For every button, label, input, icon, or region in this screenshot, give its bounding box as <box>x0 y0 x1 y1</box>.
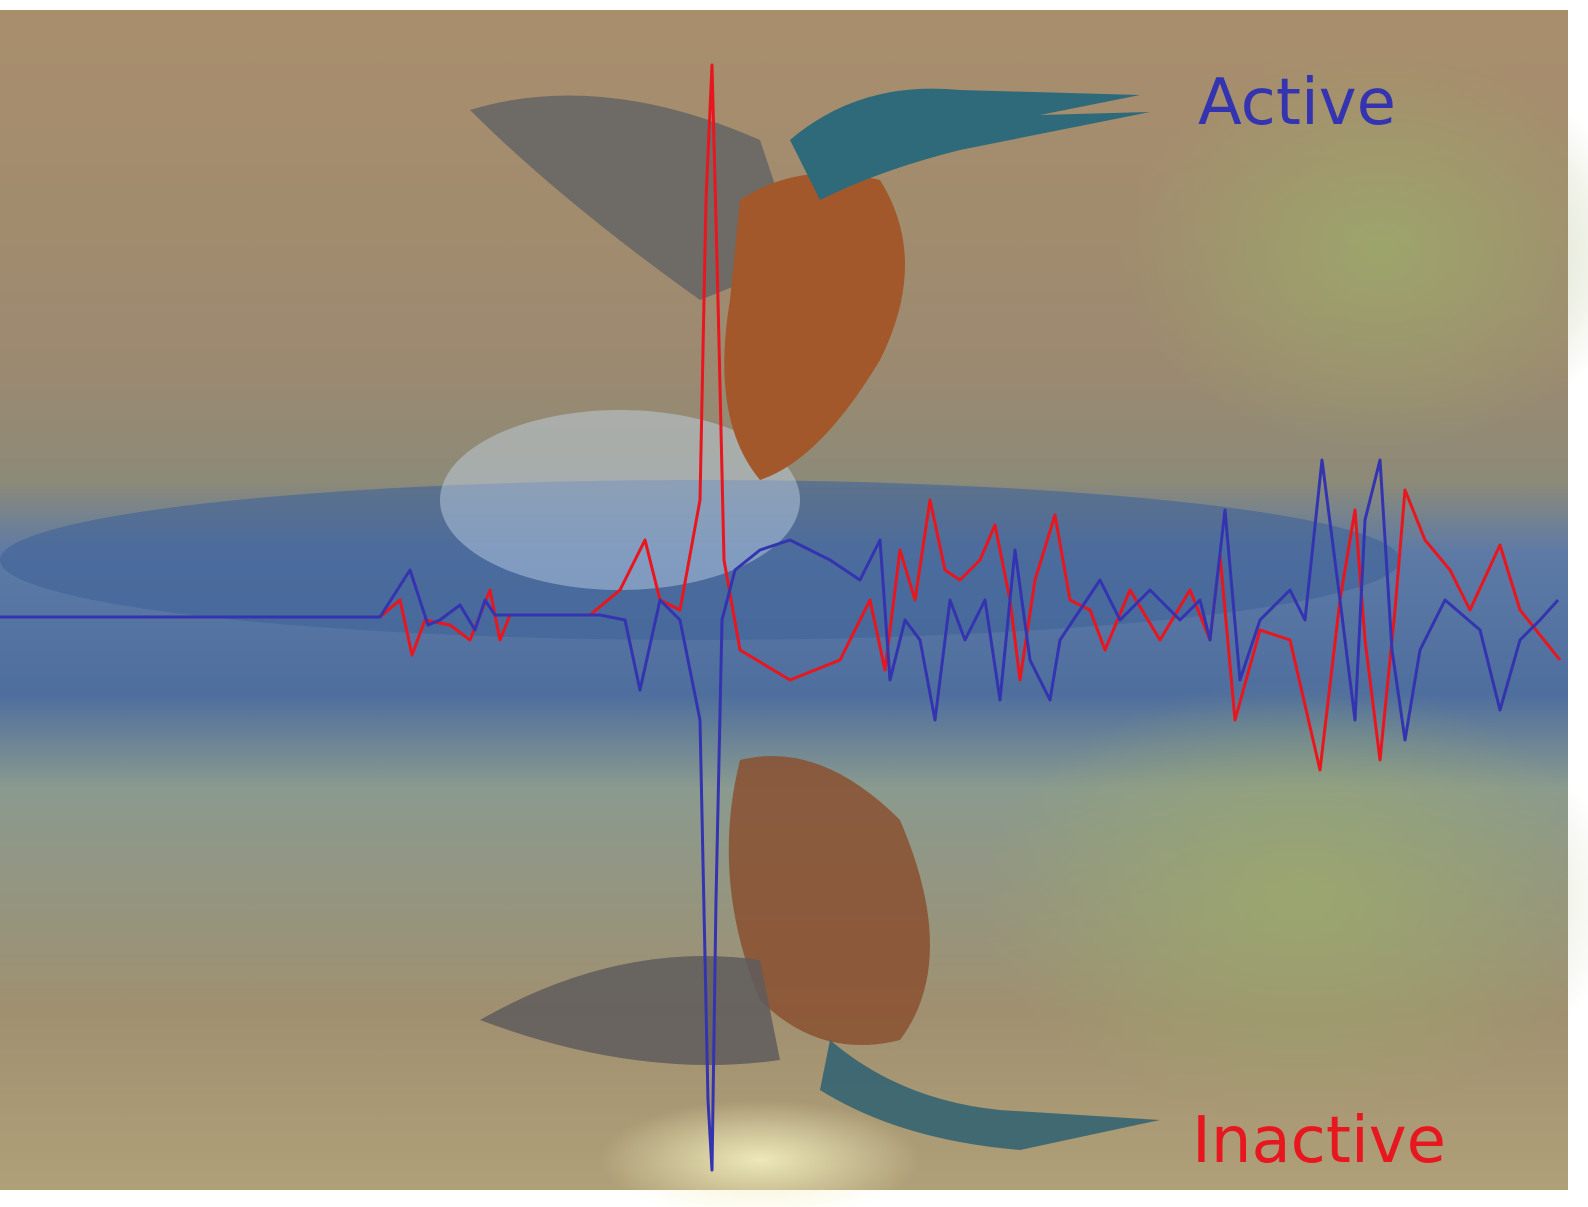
head-reflection <box>820 1040 1160 1150</box>
inactive-label: Inactive <box>1192 1104 1446 1178</box>
bird-head <box>790 88 1150 200</box>
active-label: Active <box>1198 66 1396 140</box>
splash <box>440 410 800 590</box>
bird-reflection <box>728 756 930 1045</box>
bird-body <box>724 173 905 481</box>
active-signal <box>0 458 1560 1172</box>
water-ripples <box>0 480 1400 640</box>
foliage-blur <box>1120 50 1588 450</box>
foliage-reflection <box>980 680 1588 1120</box>
light-reflection <box>600 1100 920 1207</box>
